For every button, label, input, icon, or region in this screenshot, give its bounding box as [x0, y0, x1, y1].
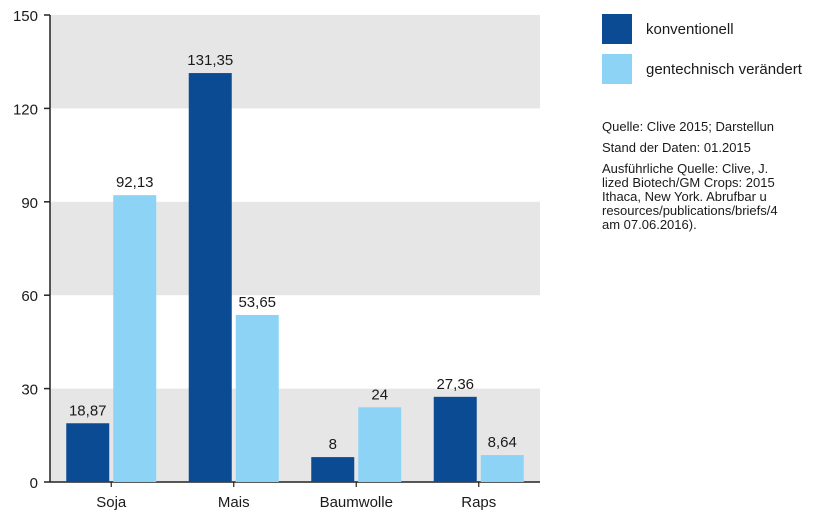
legend-item-gentechnisch: gentechnisch verändert — [602, 54, 802, 84]
data-label: 53,65 — [238, 294, 276, 311]
y-tick-label: 90 — [21, 195, 38, 212]
bar-konventionell-mais — [188, 73, 232, 483]
bar-gentechnisch-soja — [113, 195, 157, 483]
data-label: 8 — [329, 436, 337, 453]
legend: konventionell gentechnisch verändert — [602, 14, 802, 94]
y-tick-label: 150 — [13, 8, 38, 25]
legend-label-konventionell: konventionell — [646, 20, 734, 38]
data-label: 18,87 — [69, 402, 107, 419]
legend-swatch-konventionell — [602, 14, 632, 44]
source-line: Quelle: Clive 2015; Darstellun — [602, 120, 774, 134]
data-label: 92,13 — [116, 174, 154, 191]
source-note: Quelle: Clive 2015; Darstellun Stand der… — [602, 120, 839, 239]
x-tick-label: Soja — [96, 494, 127, 511]
legend-label-gentechnisch: gentechnisch verändert — [646, 60, 802, 78]
data-date-line: Stand der Daten: 01.2015 — [602, 140, 751, 155]
x-tick-label: Raps — [461, 494, 496, 511]
bar-gentechnisch-raps — [480, 455, 524, 482]
data-label: 8,64 — [488, 434, 517, 451]
x-tick-label: Mais — [218, 494, 250, 511]
y-tick-label: 60 — [21, 288, 38, 305]
bar-gentechnisch-mais — [235, 314, 279, 482]
y-tick-label: 120 — [13, 101, 38, 118]
legend-item-konventionell: konventionell — [602, 14, 802, 44]
bar-konventionell-raps — [433, 396, 477, 482]
data-label: 24 — [371, 386, 388, 403]
bar-konventionell-soja — [66, 423, 110, 482]
legend-swatch-gentechnisch — [602, 54, 632, 84]
bar-gentechnisch-baumwolle — [358, 407, 402, 482]
grid-band — [50, 15, 540, 109]
source-detail: Ausführliche Quelle: Clive, J. lized Bio… — [602, 161, 778, 232]
y-tick-label: 0 — [30, 475, 38, 492]
data-label: 131,35 — [187, 52, 233, 69]
x-tick-label: Baumwolle — [320, 494, 393, 511]
data-label: 27,36 — [436, 376, 474, 393]
bar-konventionell-baumwolle — [311, 457, 355, 482]
y-tick-label: 30 — [21, 382, 38, 399]
